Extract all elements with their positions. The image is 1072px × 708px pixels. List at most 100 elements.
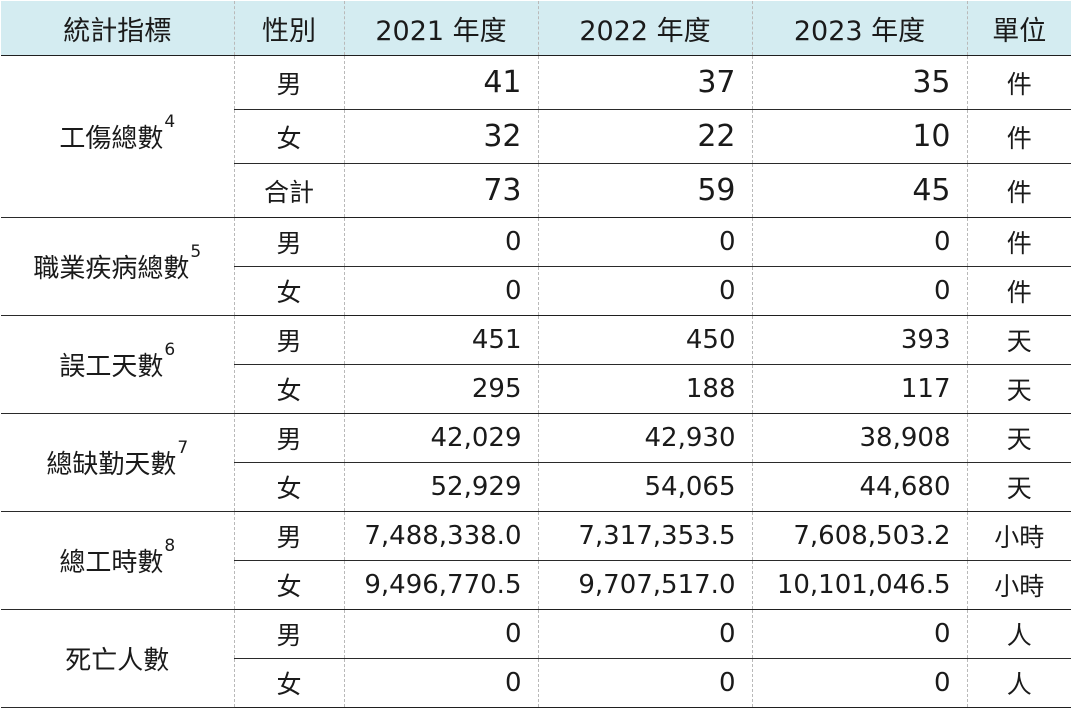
unit-cell: 天: [967, 315, 1071, 365]
unit-cell: 件: [967, 163, 1071, 218]
metric-text: 工傷總數: [59, 124, 164, 154]
value-2023: 0: [752, 217, 968, 267]
value-2021: 52,929: [344, 462, 539, 512]
value-2021: 32: [344, 109, 539, 164]
header-2022: 2022 年度: [538, 1, 753, 56]
table-row: 總工時數8 男 7,488,338.0 7,317,353.5 7,608,50…: [1, 511, 1071, 610]
metric-label: 總工時數8: [1, 511, 235, 610]
unit-cell: 件: [967, 55, 1071, 110]
metric-text: 誤工天數: [59, 352, 164, 382]
sex-cell: 女: [234, 109, 345, 164]
footnote-ref: 4: [164, 112, 176, 132]
value-2023: 7,608,503.2: [752, 511, 968, 561]
value-2022: 188: [538, 364, 753, 414]
unit-cell: 件: [967, 217, 1071, 267]
value-2022: 59: [538, 163, 753, 218]
unit-cell: 天: [967, 462, 1071, 512]
unit-cell: 小時: [967, 560, 1071, 610]
unit-cell: 件: [967, 266, 1071, 316]
value-2022: 0: [538, 266, 753, 316]
value-2021: 0: [344, 609, 539, 659]
header-sex: 性別: [234, 1, 345, 56]
metric-label: 總缺勤天數7: [1, 413, 235, 512]
table-row: 女 9,496,770.5 9,707,517.0 10,101,046.5 小…: [1, 560, 1071, 610]
table-row: 女 32 22 10 件: [1, 109, 1071, 164]
metric-text: 總工時數: [59, 548, 164, 578]
metric-label: 誤工天數6: [1, 315, 235, 414]
value-2023: 10,101,046.5: [752, 560, 968, 610]
value-2023: 35: [752, 55, 968, 110]
table-row: 女 52,929 54,065 44,680 天: [1, 462, 1071, 512]
sex-cell: 女: [234, 658, 345, 708]
value-2023: 0: [752, 266, 968, 316]
table-row: 女 0 0 0 人: [1, 658, 1071, 708]
value-2022: 0: [538, 609, 753, 659]
value-2022: 54,065: [538, 462, 753, 512]
table-row: 女 295 188 117 天: [1, 364, 1071, 414]
value-2021: 0: [344, 658, 539, 708]
unit-cell: 小時: [967, 511, 1071, 561]
value-2023: 117: [752, 364, 968, 414]
unit-cell: 件: [967, 109, 1071, 164]
footnote-ref: 8: [164, 536, 176, 556]
sex-cell: 女: [234, 364, 345, 414]
value-2021: 73: [344, 163, 539, 218]
sex-cell: 女: [234, 266, 345, 316]
unit-cell: 人: [967, 658, 1071, 708]
table-row: 職業疾病總數5 男 0 0 0 件: [1, 217, 1071, 316]
value-2023: 45: [752, 163, 968, 218]
value-2022: 0: [538, 217, 753, 267]
metric-label: 職業疾病總數5: [1, 217, 235, 316]
value-2022: 450: [538, 315, 753, 365]
table-row: 合計 73 59 45 件: [1, 163, 1071, 218]
value-2022: 9,707,517.0: [538, 560, 753, 610]
metric-label: 工傷總數4: [1, 55, 235, 218]
footnote-ref: 6: [164, 340, 176, 360]
value-2021: 42,029: [344, 413, 539, 463]
metric-text: 死亡人數: [65, 646, 170, 676]
footnote-ref: 5: [190, 242, 202, 262]
value-2022: 22: [538, 109, 753, 164]
value-2022: 7,317,353.5: [538, 511, 753, 561]
value-2023: 44,680: [752, 462, 968, 512]
table-row: 死亡人數 男 0 0 0 人: [1, 609, 1071, 708]
sex-cell: 男: [234, 315, 345, 365]
value-2023: 38,908: [752, 413, 968, 463]
value-2021: 9,496,770.5: [344, 560, 539, 610]
table-row: 工傷總數4 男 41 37 35 件: [1, 55, 1071, 218]
value-2021: 295: [344, 364, 539, 414]
unit-cell: 天: [967, 364, 1071, 414]
sex-cell: 男: [234, 217, 345, 267]
header-metric: 統計指標: [1, 1, 235, 56]
footnote-ref: 7: [177, 438, 189, 458]
value-2021: 0: [344, 217, 539, 267]
metric-text: 職業疾病總數: [33, 254, 190, 284]
value-2021: 0: [344, 266, 539, 316]
table-row: 總缺勤天數7 男 42,029 42,930 38,908 天: [1, 413, 1071, 512]
table-row: 女 0 0 0 件: [1, 266, 1071, 316]
value-2022: 42,930: [538, 413, 753, 463]
value-2023: 393: [752, 315, 968, 365]
unit-cell: 天: [967, 413, 1071, 463]
value-2023: 0: [752, 658, 968, 708]
value-2023: 10: [752, 109, 968, 164]
header-2021: 2021 年度: [344, 1, 539, 56]
metric-label: 死亡人數: [1, 609, 235, 708]
value-2022: 37: [538, 55, 753, 110]
header-row: 統計指標 性別 2021 年度 2022 年度 2023 年度 單位: [1, 1, 1071, 56]
unit-cell: 人: [967, 609, 1071, 659]
value-2021: 7,488,338.0: [344, 511, 539, 561]
sex-cell: 合計: [234, 163, 345, 218]
sex-cell: 男: [234, 55, 345, 110]
metric-text: 總缺勤天數: [46, 450, 177, 480]
sex-cell: 男: [234, 413, 345, 463]
value-2023: 0: [752, 609, 968, 659]
sex-cell: 女: [234, 462, 345, 512]
table-row: 誤工天數6 男 451 450 393 天: [1, 315, 1071, 414]
sex-cell: 女: [234, 560, 345, 610]
sex-cell: 男: [234, 511, 345, 561]
value-2022: 0: [538, 658, 753, 708]
header-unit: 單位: [967, 1, 1071, 56]
value-2021: 451: [344, 315, 539, 365]
